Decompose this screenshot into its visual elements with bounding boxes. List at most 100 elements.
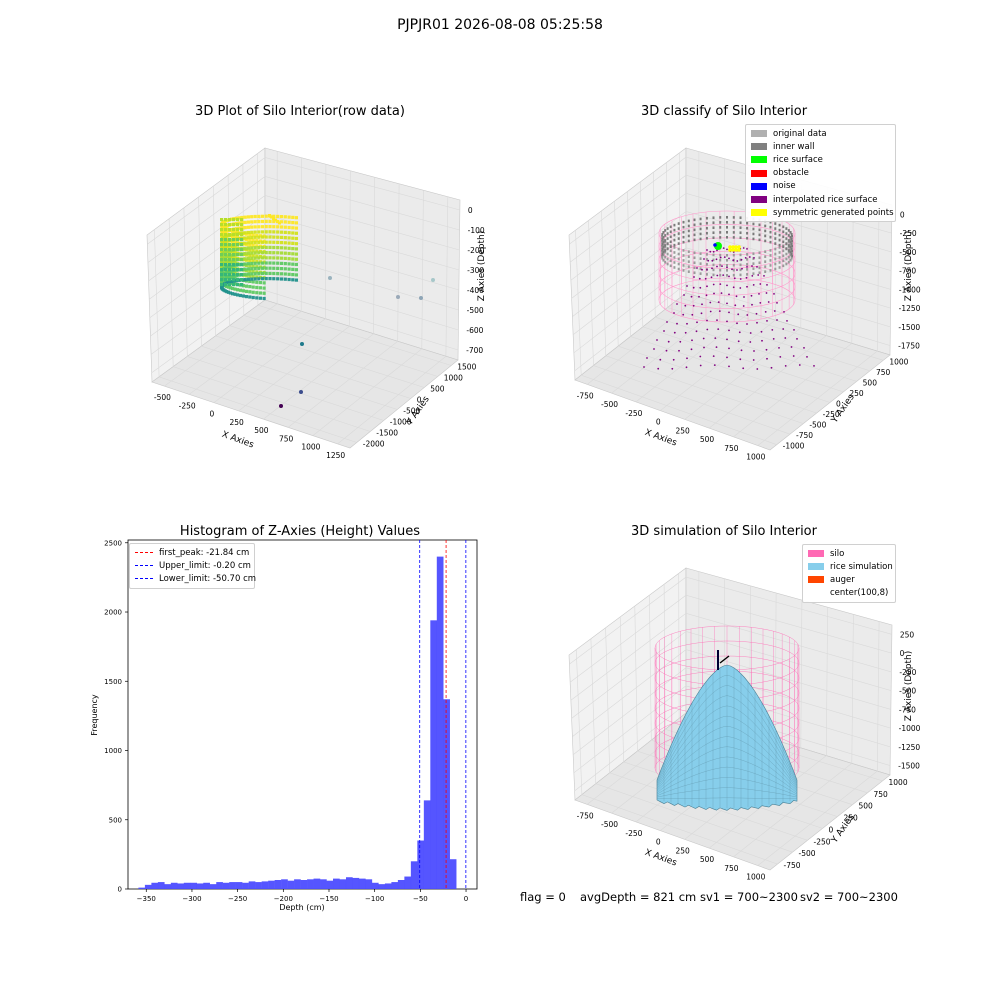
- plot2-wall-point: [682, 259, 685, 262]
- plot1-point: [236, 288, 240, 292]
- plot1-point: [279, 220, 284, 224]
- plot2-wall-point: [778, 246, 781, 249]
- plot1-outlier-point: [300, 342, 304, 346]
- plot2-interp-point: [746, 266, 748, 268]
- plot1-point: [228, 218, 232, 222]
- plot2-interp-point: [653, 348, 655, 350]
- plot2-interp-point: [698, 277, 701, 280]
- plot2-wall-point: [687, 255, 690, 258]
- plot2-wall-point: [785, 227, 788, 230]
- plot1-point: [232, 228, 236, 232]
- plot2-interp-point: [764, 311, 767, 313]
- p2-ytick-label: -500: [809, 421, 826, 430]
- plot2-interp-point: [756, 368, 759, 370]
- plot1-point: [237, 242, 241, 246]
- plot2-wall-point: [662, 248, 665, 252]
- plot2-interp-point: [756, 321, 758, 324]
- p2-ytick-label: 250: [849, 389, 864, 398]
- plot1-point: [264, 277, 268, 281]
- p1-xtick-label: 1000: [301, 443, 320, 452]
- plot2-interp-point: [728, 347, 730, 350]
- plot1-point: [283, 236, 287, 240]
- p1-ztick-label: -500: [467, 306, 484, 315]
- p1-ztick-label: -700: [466, 346, 483, 355]
- plot1-point: [228, 273, 232, 277]
- p2-xtick-label: 1000: [746, 453, 765, 462]
- plot2-wall-point: [785, 252, 788, 256]
- plot2-interp-point: [765, 348, 768, 351]
- p2-ytick-label: 500: [863, 378, 878, 387]
- plot1-point: [220, 268, 224, 272]
- plot2-wall-point: [732, 221, 735, 224]
- plot1-point: [272, 261, 276, 265]
- plot2-wall-point: [726, 231, 728, 234]
- plot1-point: [255, 233, 259, 238]
- plot2-wall-point: [705, 226, 708, 230]
- plot1-point: [253, 240, 257, 245]
- histogram-bar: [281, 879, 288, 889]
- plot2-interp-point: [719, 256, 722, 259]
- p2-zgrid: [574, 283, 891, 372]
- histogram-bar: [144, 884, 152, 889]
- plot1-point: [243, 252, 247, 256]
- p1-ytick-label: -1000: [390, 418, 412, 427]
- plot2-wall-point: [782, 235, 785, 239]
- plot1-point: [287, 267, 291, 271]
- plot1-point: [257, 220, 261, 224]
- plot2-wall-point: [726, 226, 728, 229]
- plot2-interp-point: [685, 366, 688, 369]
- plot1-point: [258, 291, 262, 295]
- plot1-point: [251, 264, 255, 268]
- plot2-interp-point: [758, 293, 760, 295]
- plot1-point: [257, 225, 261, 229]
- p1-zgrid: [149, 233, 459, 318]
- p2-ztick-label: -1000: [899, 285, 921, 294]
- plot2-interp-point: [703, 346, 705, 349]
- plot2-wall-point: [687, 229, 690, 233]
- plot1-point: [244, 295, 249, 299]
- plot2-interp-point: [740, 349, 743, 352]
- plot1-point: [262, 291, 266, 295]
- plot1-point: [264, 271, 268, 275]
- histogram-bar: [255, 882, 262, 889]
- plot2-interp-point: [702, 337, 705, 340]
- plot2-interp-point: [736, 269, 738, 271]
- plot1-point: [253, 277, 257, 281]
- plot1-point: [264, 245, 268, 249]
- y-tick-label: 500: [109, 816, 122, 824]
- p4-ygrid: [590, 638, 793, 853]
- plot1-point: [287, 231, 291, 235]
- plot1-point: [233, 230, 237, 234]
- p2-xgrid: [684, 180, 803, 420]
- plot2-wall-point: [687, 250, 690, 253]
- histogram-bar: [242, 882, 249, 889]
- plot1-point: [268, 256, 272, 260]
- plot4-xlabel: X Axies: [643, 848, 678, 869]
- plot1-point: [246, 262, 250, 266]
- plot1-point: [231, 250, 235, 254]
- plot1-point: [240, 273, 244, 277]
- plot2-interp-point: [753, 257, 755, 259]
- plot2-wall-point: [677, 267, 680, 271]
- plot1-point: [264, 225, 268, 229]
- plot1-point: [250, 256, 254, 260]
- plot2-wall-point: [789, 241, 792, 244]
- plot2-wall-point: [789, 243, 792, 247]
- plot3-frame: [127, 539, 478, 890]
- plot1-point: [240, 228, 244, 232]
- p4-ytick-label: 750: [874, 790, 889, 799]
- plot1-point: [220, 248, 224, 252]
- p4-xtick-label: -250: [625, 829, 642, 838]
- p1-ytick-label: -500: [403, 407, 420, 416]
- plot2-wall-point: [664, 229, 667, 232]
- plot2-wall-point: [719, 273, 722, 277]
- plot1-outlier-point: [431, 278, 435, 282]
- plot1-point: [232, 253, 236, 257]
- plot1-point: [291, 226, 295, 230]
- plot1-point: [272, 230, 276, 234]
- plot2-wall-point: [764, 250, 767, 253]
- plot1-point: [283, 267, 287, 271]
- plot1-point: [250, 220, 254, 224]
- plot1-point: [291, 236, 295, 240]
- plot1-point: [287, 262, 291, 266]
